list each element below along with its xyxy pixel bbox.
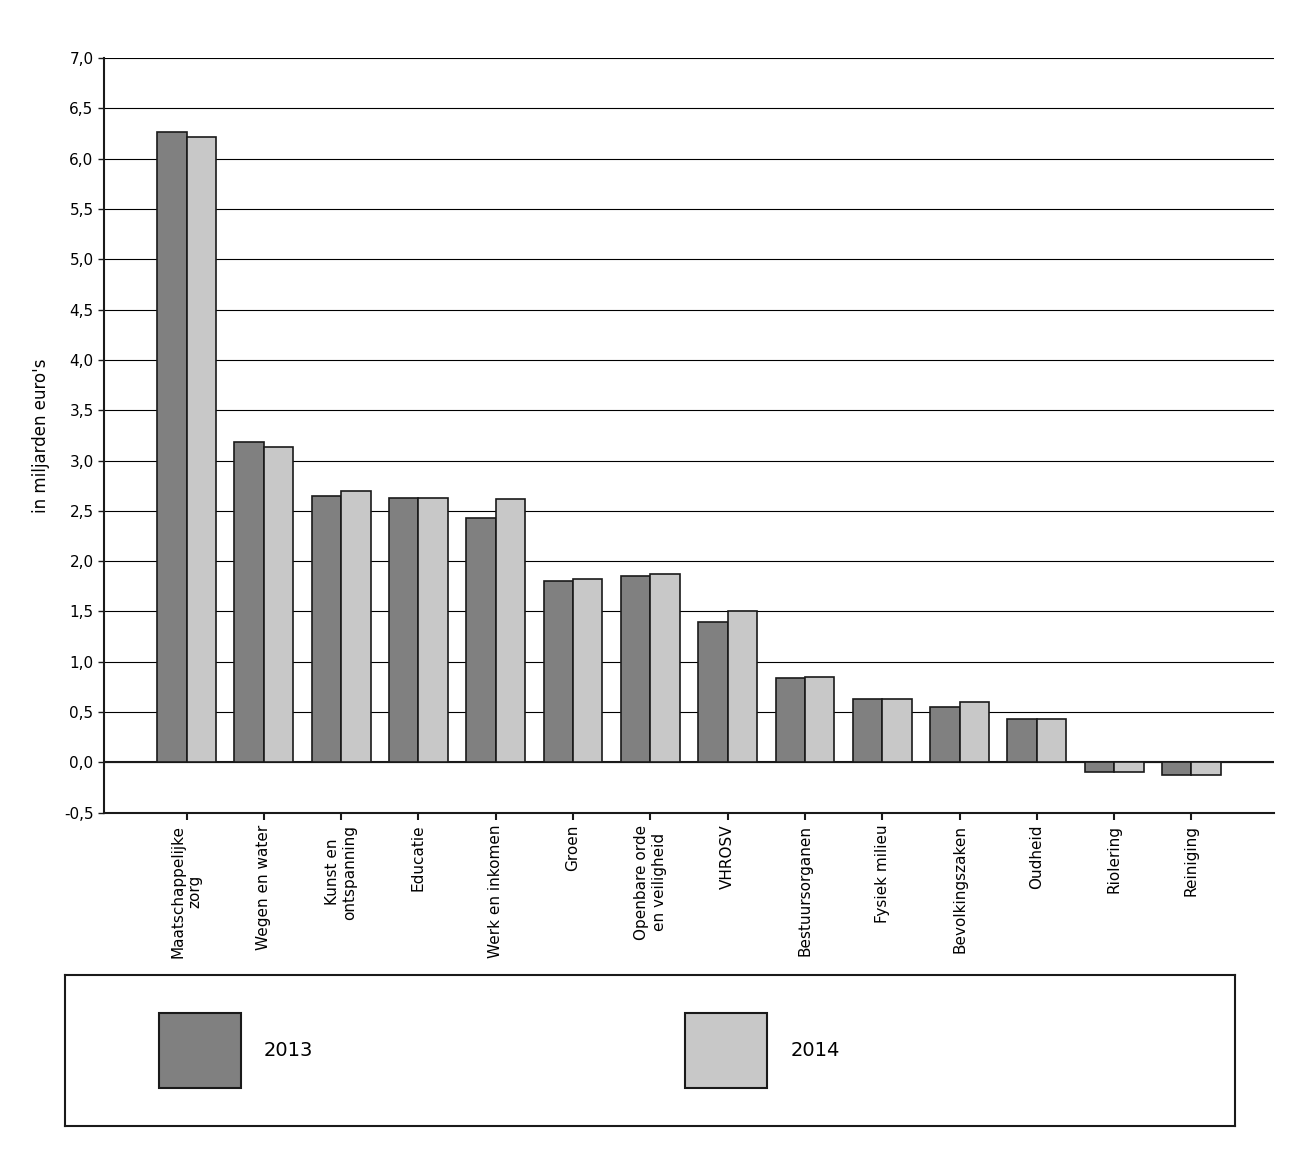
Text: 2014: 2014	[790, 1041, 840, 1060]
Y-axis label: in miljarden euro's: in miljarden euro's	[32, 358, 51, 513]
Bar	[187, 137, 216, 763]
Bar	[805, 677, 835, 763]
Bar	[341, 491, 370, 763]
Bar	[234, 442, 264, 763]
Bar	[776, 678, 805, 763]
Bar	[959, 702, 989, 763]
Bar	[698, 621, 728, 763]
Bar	[495, 499, 525, 763]
Bar	[157, 131, 187, 763]
Bar	[573, 579, 602, 763]
Bar	[621, 576, 650, 763]
Bar	[1162, 763, 1191, 776]
FancyBboxPatch shape	[685, 1012, 767, 1089]
Bar	[1114, 763, 1144, 772]
Bar	[467, 518, 495, 763]
Bar	[264, 447, 294, 763]
Bar	[1084, 763, 1114, 772]
Bar	[931, 707, 959, 763]
Bar	[419, 498, 447, 763]
Bar	[1037, 719, 1066, 763]
Bar	[1191, 763, 1221, 776]
Text: 2013: 2013	[264, 1041, 313, 1060]
Bar	[543, 582, 573, 763]
Bar	[650, 575, 680, 763]
Bar	[728, 612, 757, 763]
Bar	[853, 699, 883, 763]
Bar	[312, 496, 341, 763]
Bar	[389, 498, 419, 763]
FancyBboxPatch shape	[159, 1012, 240, 1089]
Bar	[1008, 719, 1037, 763]
Bar	[883, 699, 911, 763]
